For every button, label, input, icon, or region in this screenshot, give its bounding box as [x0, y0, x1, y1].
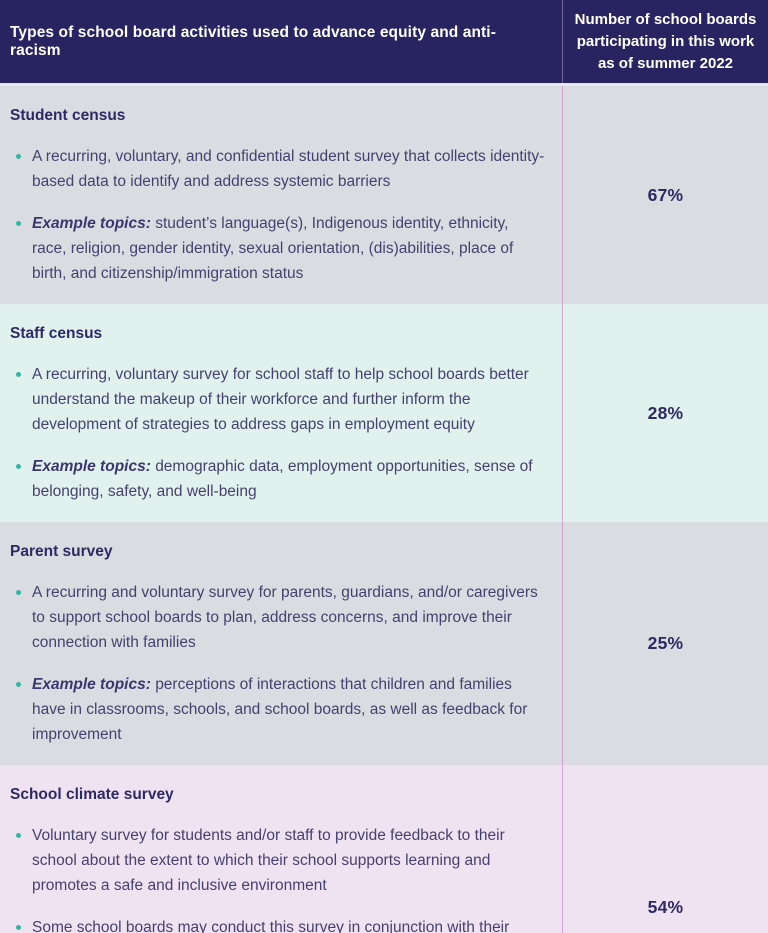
bullet-text: Some school boards may conduct this surv…: [32, 919, 510, 933]
activity-title: Staff census: [10, 325, 103, 342]
activity-bullet-list: A recurring, voluntary survey for school…: [10, 362, 546, 504]
bullet-text: A recurring, voluntary survey for school…: [32, 366, 529, 433]
participation-percent: 28%: [647, 402, 684, 423]
header-activities-column: Types of school board activities used to…: [0, 0, 562, 83]
bullet-dot-icon: [16, 833, 21, 838]
header-participation-label: Number of school boards participating in…: [574, 10, 757, 72]
activity-cell: Staff census A recurring, voluntary surv…: [0, 304, 562, 522]
table-row: Staff census A recurring, voluntary surv…: [0, 304, 768, 522]
activity-title: Student census: [10, 107, 126, 124]
bullet-dot-icon: [16, 590, 21, 595]
list-item: Example topics: student’s language(s), I…: [10, 211, 546, 286]
activity-bullet-list: A recurring and voluntary survey for par…: [10, 580, 546, 747]
bullet-dot-icon: [16, 925, 21, 930]
list-item: Example topics: perceptions of interacti…: [10, 672, 546, 747]
list-item: Voluntary survey for students and/or sta…: [10, 823, 546, 898]
participation-cell: 67%: [562, 86, 768, 304]
activity-bullet-list: Voluntary survey for students and/or sta…: [10, 823, 546, 933]
bullet-dot-icon: [16, 464, 21, 469]
list-item: A recurring, voluntary, and confidential…: [10, 144, 546, 194]
bullet-dot-icon: [16, 372, 21, 377]
bullet-dot-icon: [16, 221, 21, 226]
activity-cell: Student census A recurring, voluntary, a…: [0, 86, 562, 304]
activity-bullet-list: A recurring, voluntary, and confidential…: [10, 144, 546, 286]
table-row: Parent survey A recurring and voluntary …: [0, 522, 768, 765]
activity-title: Parent survey: [10, 543, 113, 560]
bullet-dot-icon: [16, 682, 21, 687]
list-item: Some school boards may conduct this surv…: [10, 915, 546, 933]
activity-cell: Parent survey A recurring and voluntary …: [0, 522, 562, 765]
table-row: School climate survey Voluntary survey f…: [0, 765, 768, 933]
list-item: A recurring, voluntary survey for school…: [10, 362, 546, 437]
bullet-text: Example topics: demographic data, employ…: [32, 458, 533, 500]
header-participation-column: Number of school boards participating in…: [562, 0, 768, 83]
bullet-text: A recurring, voluntary, and confidential…: [32, 148, 545, 190]
activity-cell: School climate survey Voluntary survey f…: [0, 765, 562, 933]
participation-cell: 54%: [562, 765, 768, 933]
bullet-text: Example topics: perceptions of interacti…: [32, 676, 528, 743]
list-item: A recurring and voluntary survey for par…: [10, 580, 546, 655]
activity-title: School climate survey: [10, 786, 174, 803]
header-activities-label: Types of school board activities used to…: [10, 23, 496, 59]
participation-cell: 25%: [562, 522, 768, 765]
table-body: Student census A recurring, voluntary, a…: [0, 86, 768, 933]
bullet-text: Voluntary survey for students and/or sta…: [32, 827, 505, 894]
table-header-row: Types of school board activities used to…: [0, 0, 768, 83]
participation-percent: 25%: [647, 633, 684, 653]
bullet-dot-icon: [16, 154, 21, 159]
list-item: Example topics: demographic data, employ…: [10, 454, 546, 504]
participation-percent: 67%: [647, 184, 684, 205]
participation-percent: 54%: [647, 897, 684, 917]
header-separator: [0, 83, 768, 86]
bullet-text: A recurring and voluntary survey for par…: [32, 584, 538, 651]
participation-cell: 28%: [562, 304, 768, 522]
table-row: Student census A recurring, voluntary, a…: [0, 86, 768, 304]
bullet-text: Example topics: student’s language(s), I…: [32, 215, 514, 282]
